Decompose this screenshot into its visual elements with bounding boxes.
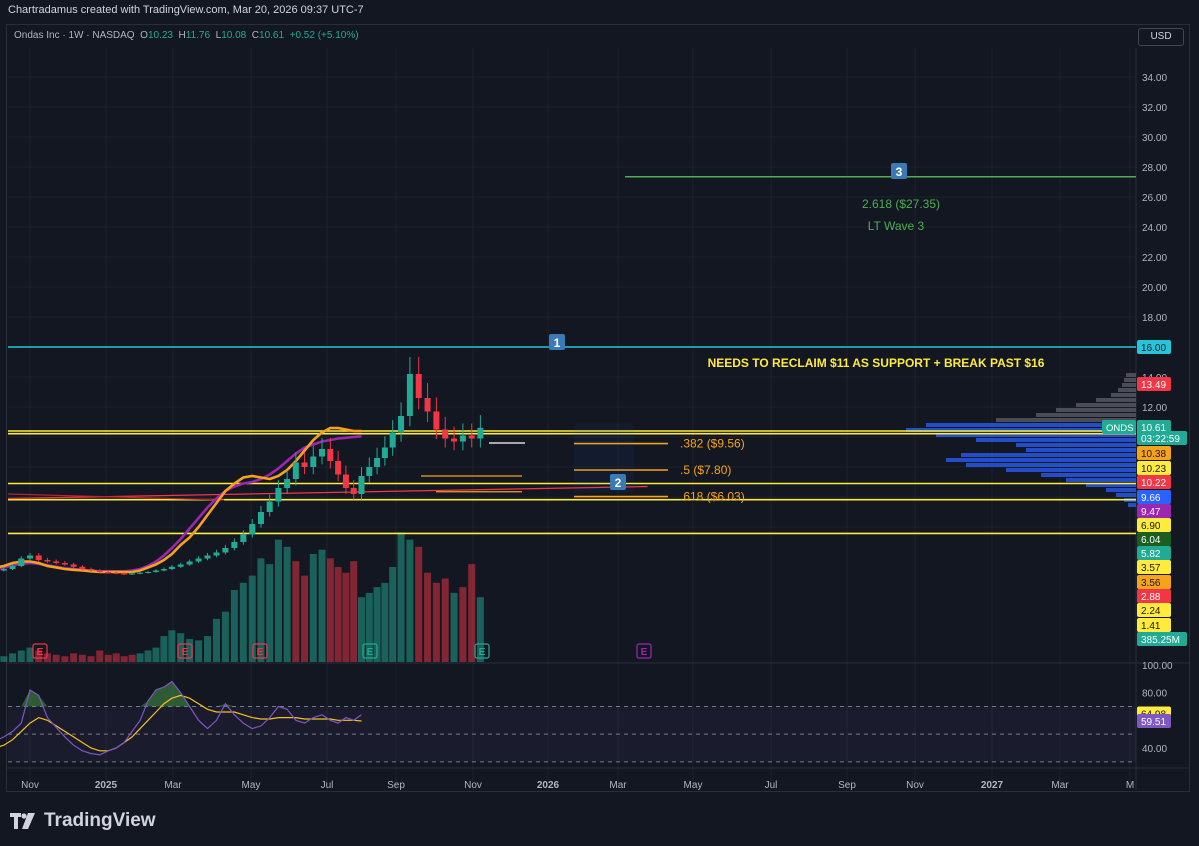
legend-o-value: 10.23 <box>147 30 173 41</box>
chart-panel[interactable] <box>6 24 1190 792</box>
tradingview-logo-icon <box>10 813 35 829</box>
chart-header-text: Chartradamus created with TradingView.co… <box>8 4 364 16</box>
legend-l-label: L <box>215 30 222 41</box>
legend-c-value: 10.61 <box>259 30 285 41</box>
currency-button[interactable]: USD <box>1138 28 1184 46</box>
legend-o-label: O <box>140 30 148 41</box>
legend-l-value: 10.08 <box>221 30 247 41</box>
legend-c-label: C <box>251 30 260 41</box>
brand-name: TradingView <box>44 810 156 831</box>
legend-change: +0.52 (+5.10%) <box>289 30 359 41</box>
symbol-legend: Ondas Inc · 1W · NASDAQ O10.23 H11.76 L1… <box>14 30 359 41</box>
legend-h-label: H <box>178 30 186 41</box>
legend-h-value: 11.76 <box>185 30 211 41</box>
legend-title: Ondas Inc · 1W · NASDAQ <box>14 30 135 41</box>
tradingview-brand: TradingView <box>10 810 156 832</box>
